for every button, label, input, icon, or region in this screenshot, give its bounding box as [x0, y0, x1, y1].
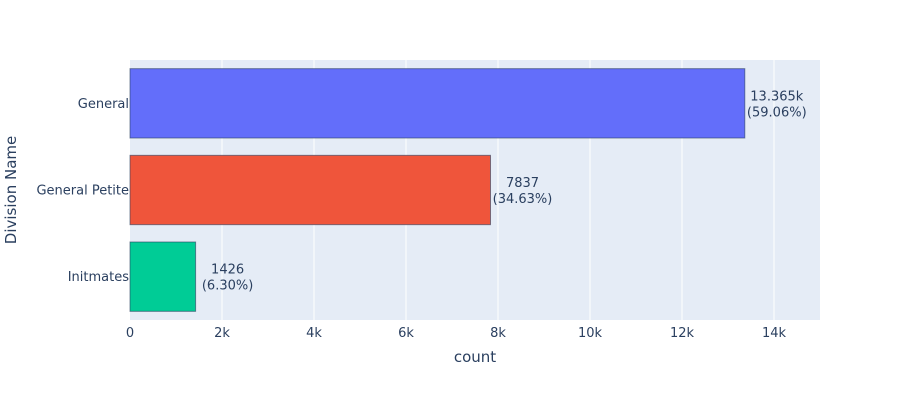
x-tick-label: 10k: [578, 326, 603, 341]
bar-initmates[interactable]: [129, 241, 197, 312]
x-axis-title: count: [454, 348, 496, 366]
y-axis-title: Division Name: [2, 136, 20, 244]
y-tick-label: General Petite: [36, 184, 129, 199]
x-tick-label: 2k: [214, 326, 230, 341]
bar-percent-label: (59.06%): [747, 105, 807, 120]
y-tick-label: General: [78, 97, 129, 112]
bar-layer: [129, 68, 746, 312]
x-tick-label: 8k: [490, 326, 506, 341]
bar-percent-label: (34.63%): [493, 192, 553, 207]
bar-label-layer: 13.365k(59.06%) 7837(34.63%) 1426(6.30%): [202, 89, 807, 293]
x-tick-label: 4k: [306, 326, 322, 341]
bar-value-label: 7837: [506, 176, 539, 191]
bar-general[interactable]: [129, 68, 746, 139]
y-tick-layer: General General Petite Initmates: [36, 97, 129, 285]
x-tick-layer: 0 2k 4k 6k 8k 10k 12k 14k: [126, 326, 787, 341]
y-tick-label: Initmates: [68, 270, 130, 285]
bar-general-petite[interactable]: [129, 154, 492, 226]
bar-value-label: 1426: [211, 263, 244, 278]
x-tick-label: 6k: [398, 326, 414, 341]
bar-percent-label: (6.30%): [202, 279, 253, 294]
x-tick-label: 0: [126, 326, 134, 341]
bar-value-label: 13.365k: [750, 89, 803, 104]
x-tick-label: 12k: [670, 326, 695, 341]
x-tick-label: 14k: [762, 326, 787, 341]
